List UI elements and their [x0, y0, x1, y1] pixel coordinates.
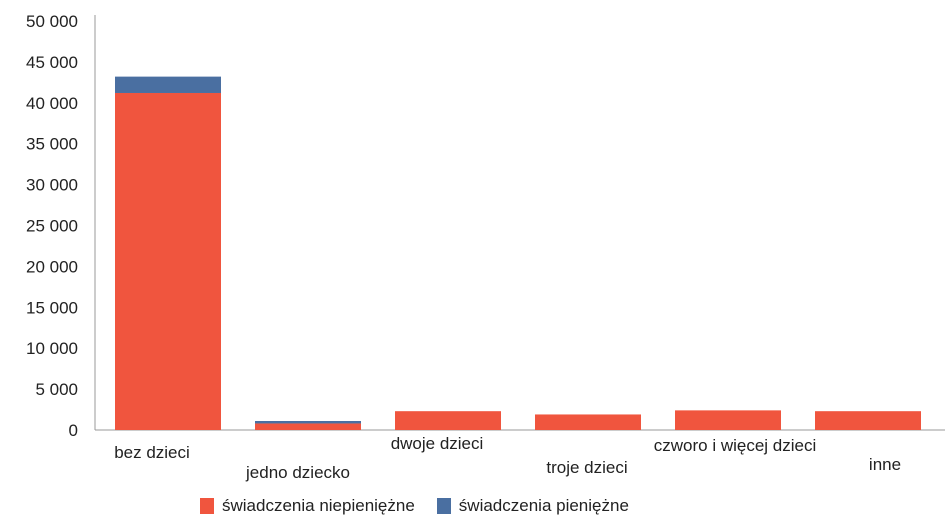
y-tick-label: 50 000: [26, 12, 78, 31]
y-tick-label: 15 000: [26, 298, 78, 317]
x-category-label: troje dzieci: [546, 458, 627, 477]
bar-segment: [255, 421, 361, 424]
legend-item-pieniezne: świadczenia pieniężne: [436, 496, 629, 516]
x-category-label: bez dzieci: [114, 443, 190, 462]
x-category-label: jedno dziecko: [245, 463, 350, 482]
bar-segment: [815, 411, 921, 430]
bar-segment: [395, 411, 501, 430]
y-tick-label: 45 000: [26, 53, 78, 72]
y-tick-label: 10 000: [26, 339, 78, 358]
bar-segment: [675, 410, 781, 430]
bar-chart: 0 5 000 10 000 15 000 20 000 25 000 30 000 35 0…: [26, 12, 945, 482]
y-tick-label: 20 000: [26, 257, 78, 276]
y-tick-label: 5 000: [35, 380, 78, 399]
y-tick-label: 30 000: [26, 176, 78, 195]
y-tick-label: 0: [69, 421, 78, 440]
y-tick-label: 40 000: [26, 94, 78, 113]
x-category-label: dwoje dzieci: [391, 434, 484, 453]
bar-segment: [115, 76, 221, 93]
bar-segment: [115, 92, 221, 430]
bar-segment: [255, 423, 361, 430]
y-tick-label: 25 000: [26, 217, 78, 236]
x-category-label: czworo i więcej dzieci: [654, 436, 817, 455]
legend-swatch-niepieniezne: [200, 498, 214, 514]
y-tick-label: 35 000: [26, 135, 78, 154]
x-category-label: inne: [869, 455, 901, 474]
legend-swatch-pieniezne: [436, 498, 451, 514]
bar-segment: [535, 414, 641, 430]
legend-item-niepieniezne: świadczenia niepieniężne: [200, 496, 415, 516]
legend-label-niepieniezne: świadczenia niepieniężne: [222, 496, 415, 515]
legend-label-pieniezne: świadczenia pieniężne: [458, 496, 629, 515]
legend: świadczenia niepieniężne świadczenia pie…: [200, 496, 651, 516]
